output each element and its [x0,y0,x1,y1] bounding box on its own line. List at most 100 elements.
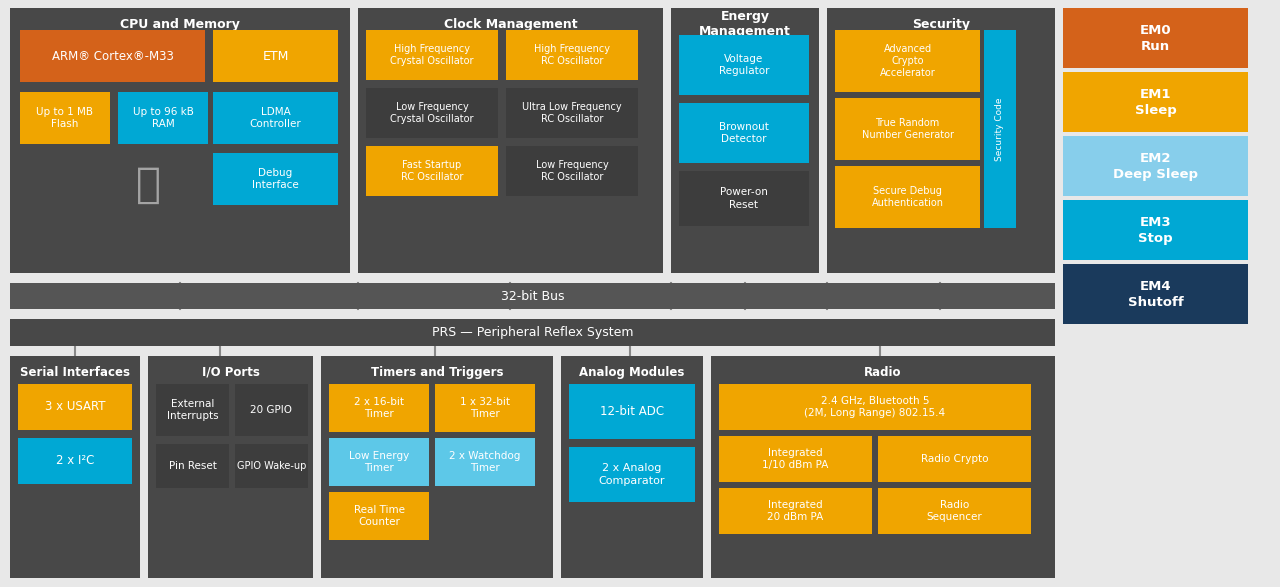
Text: 2 x Watchdog
Timer: 2 x Watchdog Timer [449,451,521,473]
FancyBboxPatch shape [561,356,703,578]
Text: Security: Security [911,18,970,31]
Text: 3 x USART: 3 x USART [45,400,105,413]
Text: 20 GPIO: 20 GPIO [251,405,293,415]
Text: 2 x 16-bit
Timer: 2 x 16-bit Timer [355,397,404,419]
Text: EM4
Shutoff: EM4 Shutoff [1128,279,1184,309]
Text: CPU and Memory: CPU and Memory [120,18,239,31]
FancyBboxPatch shape [1062,8,1248,68]
Text: External
Interrupts: External Interrupts [166,399,219,421]
FancyBboxPatch shape [212,30,338,82]
Text: ARM® Cortex®-M33: ARM® Cortex®-M33 [51,49,173,62]
FancyBboxPatch shape [878,436,1030,482]
FancyBboxPatch shape [321,356,553,578]
Text: Up to 96 kB
RAM: Up to 96 kB RAM [133,107,193,129]
Text: High Frequency
RC Oscillator: High Frequency RC Oscillator [534,44,611,66]
Text: Advanced
Crypto
Accelerator: Advanced Crypto Accelerator [879,43,936,79]
FancyBboxPatch shape [212,153,338,205]
Text: Energy
Management: Energy Management [699,10,791,38]
FancyBboxPatch shape [710,356,1055,578]
FancyBboxPatch shape [10,8,349,273]
Text: 🦎: 🦎 [136,164,160,206]
Text: Clock Management: Clock Management [444,18,577,31]
Text: Integrated
20 dBm PA: Integrated 20 dBm PA [768,500,823,522]
FancyBboxPatch shape [719,436,872,482]
FancyBboxPatch shape [435,384,535,432]
FancyBboxPatch shape [18,384,132,430]
Text: 2 x I²C: 2 x I²C [56,454,95,467]
FancyBboxPatch shape [329,438,429,486]
FancyBboxPatch shape [835,98,980,160]
Text: I/O Ports: I/O Ports [201,366,260,379]
Text: Timers and Triggers: Timers and Triggers [371,366,503,379]
Text: Radio: Radio [864,366,901,379]
FancyBboxPatch shape [435,438,535,486]
Text: Low Energy
Timer: Low Energy Timer [349,451,410,473]
FancyBboxPatch shape [570,447,695,502]
FancyBboxPatch shape [148,356,314,578]
FancyBboxPatch shape [1062,200,1248,260]
Text: 1 x 32-bit
Timer: 1 x 32-bit Timer [460,397,509,419]
FancyBboxPatch shape [118,92,207,144]
Text: 32-bit Bus: 32-bit Bus [500,289,564,302]
Text: Fast Startup
RC Oscillator: Fast Startup RC Oscillator [401,160,463,182]
Text: Pin Reset: Pin Reset [169,461,216,471]
Text: Debug
Interface: Debug Interface [252,168,298,190]
FancyBboxPatch shape [236,384,308,436]
FancyBboxPatch shape [236,444,308,488]
Text: 2.4 GHz, Bluetooth 5
(2M, Long Range) 802.15.4: 2.4 GHz, Bluetooth 5 (2M, Long Range) 80… [804,396,946,418]
Text: EM2
Deep Sleep: EM2 Deep Sleep [1114,151,1198,180]
FancyBboxPatch shape [506,88,637,138]
FancyBboxPatch shape [329,384,429,432]
FancyBboxPatch shape [671,8,819,273]
Text: Real Time
Counter: Real Time Counter [353,505,404,527]
FancyBboxPatch shape [719,488,872,534]
Text: Power-on
Reset: Power-on Reset [721,187,768,210]
Text: Up to 1 MB
Flash: Up to 1 MB Flash [37,107,93,129]
Text: EM3
Stop: EM3 Stop [1138,215,1172,245]
FancyBboxPatch shape [506,30,637,80]
Text: Low Frequency
Crystal Oscillator: Low Frequency Crystal Oscillator [390,102,474,124]
Text: ETM: ETM [262,49,289,62]
FancyBboxPatch shape [20,92,110,144]
FancyBboxPatch shape [1062,72,1248,132]
FancyBboxPatch shape [570,384,695,439]
Text: Secure Debug
Authentication: Secure Debug Authentication [872,186,943,208]
FancyBboxPatch shape [366,146,498,196]
Text: Integrated
1/10 dBm PA: Integrated 1/10 dBm PA [763,448,828,470]
Text: PRS — Peripheral Reflex System: PRS — Peripheral Reflex System [431,326,634,339]
Text: Ultra Low Frequency
RC Oscillator: Ultra Low Frequency RC Oscillator [522,102,622,124]
FancyBboxPatch shape [678,171,809,226]
Text: GPIO Wake-up: GPIO Wake-up [237,461,306,471]
Text: Security Code: Security Code [996,97,1005,161]
FancyBboxPatch shape [835,166,980,228]
FancyBboxPatch shape [212,92,338,144]
Text: LDMA
Controller: LDMA Controller [250,107,301,129]
FancyBboxPatch shape [1062,136,1248,196]
FancyBboxPatch shape [20,30,205,82]
Text: True Random
Number Generator: True Random Number Generator [861,118,954,140]
FancyBboxPatch shape [678,103,809,163]
FancyBboxPatch shape [984,30,1016,228]
Text: Brownout
Detector: Brownout Detector [719,122,769,144]
FancyBboxPatch shape [10,319,1055,346]
FancyBboxPatch shape [827,8,1055,273]
FancyBboxPatch shape [10,283,1055,309]
FancyBboxPatch shape [10,356,140,578]
FancyBboxPatch shape [156,444,229,488]
FancyBboxPatch shape [329,492,429,540]
FancyBboxPatch shape [835,30,980,92]
Text: Radio Crypto: Radio Crypto [920,454,988,464]
FancyBboxPatch shape [156,384,229,436]
FancyBboxPatch shape [366,30,498,80]
Text: EM1
Sleep: EM1 Sleep [1134,87,1176,116]
Text: 2 x Analog
Comparator: 2 x Analog Comparator [599,463,666,485]
FancyBboxPatch shape [358,8,663,273]
FancyBboxPatch shape [719,384,1030,430]
FancyBboxPatch shape [1062,264,1248,324]
FancyBboxPatch shape [678,35,809,95]
Text: Analog Modules: Analog Modules [580,366,685,379]
Text: EM0
Run: EM0 Run [1139,23,1171,52]
FancyBboxPatch shape [18,438,132,484]
FancyBboxPatch shape [506,146,637,196]
Text: High Frequency
Crystal Oscillator: High Frequency Crystal Oscillator [390,44,474,66]
